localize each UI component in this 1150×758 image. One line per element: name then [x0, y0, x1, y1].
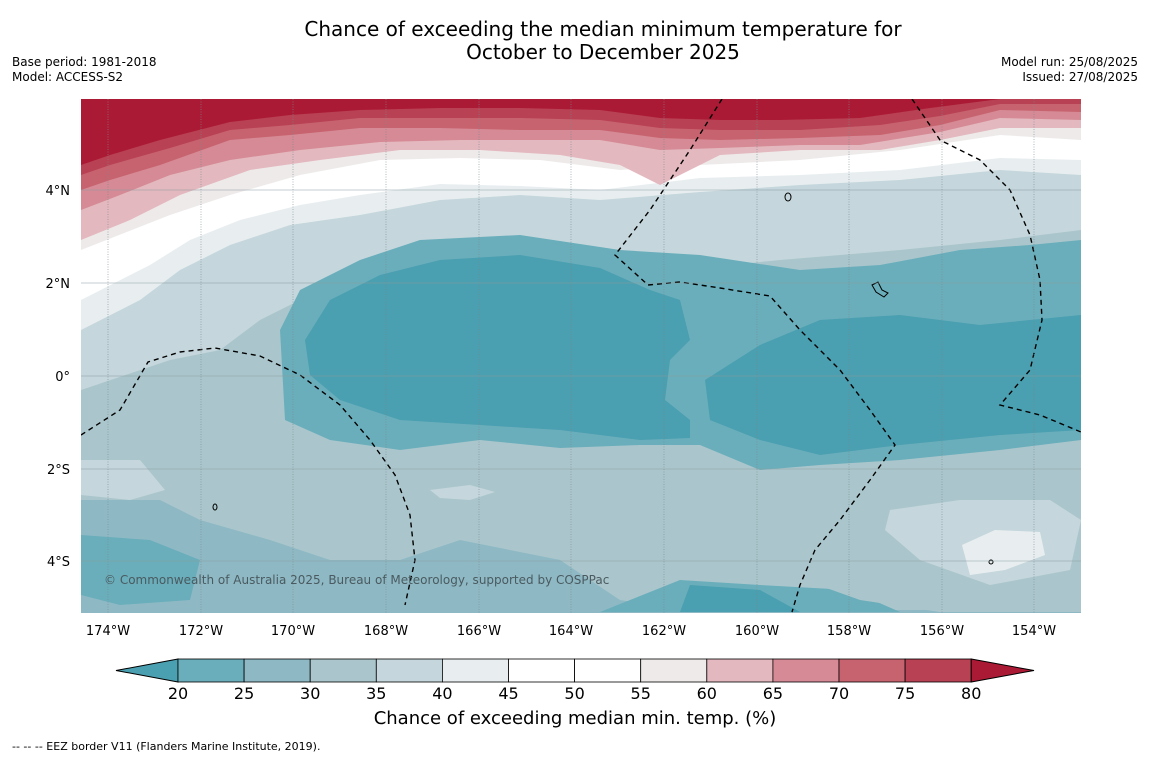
probability-band-40-45-southeast	[962, 530, 1045, 575]
probability-band-35-40-south-patch	[430, 485, 495, 500]
issued-label: Issued: 27/08/2025	[1022, 70, 1138, 84]
copyright-text: © Commonwealth of Australia 2025, Bureau…	[104, 573, 609, 587]
graticule-lat	[81, 189, 1081, 562]
probability-band-below-20-south	[680, 585, 800, 612]
map-field: © Commonwealth of Australia 2025, Bureau…	[81, 99, 1081, 613]
probability-band-20-25-southwest	[81, 535, 200, 605]
probability-band-below-20-west	[305, 255, 690, 440]
lon-label: 166°W	[457, 624, 501, 639]
lat-label: 2°S	[47, 463, 70, 478]
lon-label: 172°W	[179, 624, 223, 639]
longitude-labels: 174°W 172°W 170°W 168°W 166°W 164°W 162°…	[86, 624, 1056, 639]
colorbar-extension-low	[115, 658, 179, 683]
colorbar-segment	[706, 658, 774, 683]
colorbar-tick-label: 75	[895, 684, 915, 703]
eez-borders	[81, 99, 1081, 613]
colorbar-tick-label: 55	[631, 684, 651, 703]
colorbar-segment	[640, 658, 708, 683]
colorbar-tick-label: 45	[498, 684, 518, 703]
colorbar-segment	[772, 658, 840, 683]
lon-label: 168°W	[364, 624, 408, 639]
lon-label: 170°W	[271, 624, 315, 639]
latitude-labels: 4°N 2°N 0° 2°S 4°S	[46, 184, 71, 570]
colorbar-tick-label: 20	[168, 684, 188, 703]
map-title: Chance of exceeding the median minimum t…	[0, 18, 1150, 64]
colorbar: 20 25 30 35 40 45 50 55 60 65 70 75 80	[115, 658, 1035, 703]
colorbar-segment	[904, 658, 972, 683]
graticule	[107, 99, 1035, 613]
colorbar-tick-label: 70	[829, 684, 849, 703]
colorbar-segment	[309, 658, 377, 683]
title-line-2: October to December 2025	[466, 40, 740, 64]
probability-band-above-80-north	[81, 99, 1081, 165]
eez-border-line	[81, 347, 416, 606]
colorbar-tick-label: 60	[697, 684, 717, 703]
probability-band-below-20-east	[705, 315, 1081, 455]
island-outline	[871, 281, 889, 298]
colorbar-tick-label: 25	[234, 684, 254, 703]
colorbar-title: Chance of exceeding median min. temp. (%…	[373, 708, 777, 729]
model-label: Model: ACCESS-S2	[12, 70, 124, 84]
lon-label: 162°W	[642, 624, 686, 639]
model-run-label: Model run: 25/08/2025	[1000, 55, 1138, 69]
lat-label: 4°S	[47, 555, 70, 570]
colorbar-segment	[574, 658, 642, 683]
base-period-label: Base period: 1981-2018	[12, 55, 157, 69]
probability-band-25-30-south	[81, 500, 700, 612]
island-outline	[212, 503, 218, 511]
meta-right: Model run: 25/08/2025 Issued: 27/08/2025	[1001, 55, 1138, 85]
lat-label: 0°	[55, 370, 70, 385]
colorbar-tick-label: 50	[564, 684, 584, 703]
colorbar-tick-label: 30	[300, 684, 320, 703]
island-outline	[784, 192, 792, 202]
colorbar-segment	[441, 658, 509, 683]
colorbar-segment	[243, 658, 311, 683]
lon-label: 156°W	[920, 624, 964, 639]
colorbar-tick-label: 65	[763, 684, 783, 703]
lat-label: 4°N	[46, 184, 71, 199]
lon-label: 160°W	[735, 624, 779, 639]
colorbar-tick-label: 40	[432, 684, 452, 703]
lon-label: 174°W	[86, 624, 130, 639]
probability-band-35-40-southwest	[81, 460, 165, 500]
colorbar-tick-label: 80	[961, 684, 981, 703]
colorbar-segment	[838, 658, 906, 683]
lon-label: 158°W	[827, 624, 871, 639]
eez-legend: -- -- -- EEZ border V11 (Flanders Marine…	[12, 740, 321, 753]
colorbar-tick-label: 35	[366, 684, 386, 703]
colorbar-segment	[177, 658, 245, 683]
colorbar-extension-high	[970, 658, 1035, 683]
island-outline	[988, 559, 994, 565]
colorbar-segment	[508, 658, 575, 683]
lat-label: 2°N	[46, 277, 71, 292]
eez-border-line	[614, 99, 896, 613]
colorbar-segment	[375, 658, 443, 683]
lon-label: 164°W	[549, 624, 593, 639]
title-line-1: Chance of exceeding the median minimum t…	[304, 17, 902, 41]
lon-label: 154°W	[1012, 624, 1056, 639]
meta-left: Base period: 1981-2018 Model: ACCESS-S2	[12, 55, 157, 85]
